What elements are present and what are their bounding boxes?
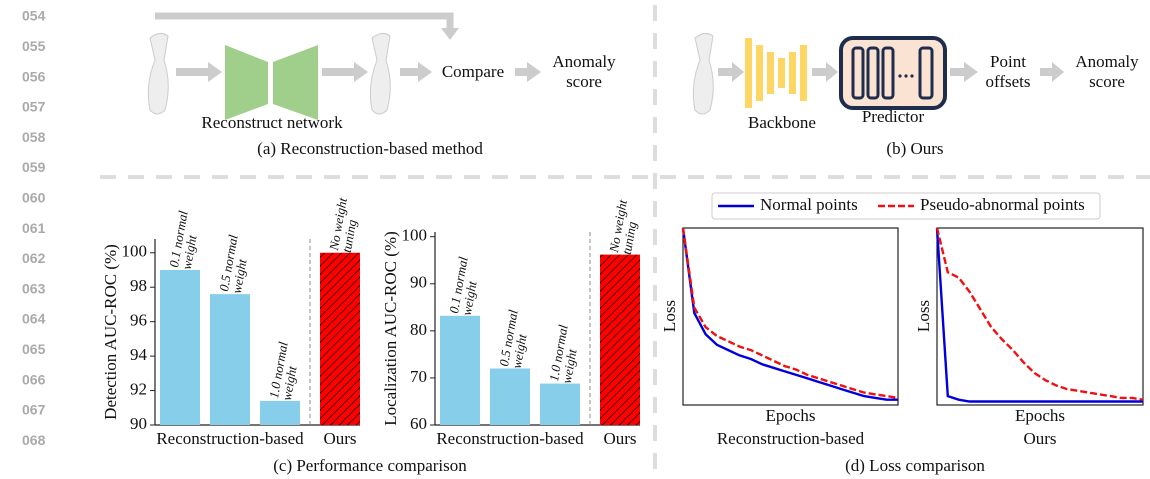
caption: (d) Loss comparison xyxy=(845,456,985,475)
line-number: 068 xyxy=(22,432,46,448)
line-number: 059 xyxy=(22,159,46,175)
legend-label: Pseudo-abnormal points xyxy=(920,195,1085,214)
label: Point offsets xyxy=(978,52,1038,92)
y-tick-label: 98 xyxy=(130,276,147,295)
x-axis-label: Epochs xyxy=(1015,406,1065,425)
y-tick-label: 90 xyxy=(410,273,427,292)
label: Reconstruct network xyxy=(201,113,343,132)
label: Anomaly score xyxy=(548,52,620,92)
line-number: 054 xyxy=(22,8,46,24)
loss-curve xyxy=(683,228,898,400)
y-tick-label: 60 xyxy=(410,414,427,433)
bar xyxy=(160,270,200,425)
line-number: 065 xyxy=(22,341,46,357)
y-tick-label: 92 xyxy=(130,379,147,398)
y-tick-label: 94 xyxy=(130,345,148,364)
line-number: 062 xyxy=(22,250,46,266)
group-label: Reconstruction-based xyxy=(436,429,584,448)
group-label: Reconstruction-based xyxy=(156,429,304,448)
plot-frame xyxy=(937,228,1143,405)
y-tick-label: 100 xyxy=(402,226,428,245)
bar xyxy=(600,255,640,425)
caption: (c) Performance comparison xyxy=(273,456,467,475)
y-tick-label: 80 xyxy=(410,320,427,339)
line-number: 067 xyxy=(22,402,46,418)
bar xyxy=(490,369,530,425)
line-number: 064 xyxy=(22,311,46,327)
loss-curve xyxy=(937,228,1143,400)
figure: Reconstruct network Compare (a) Reconstr… xyxy=(0,0,1150,479)
y-tick-label: 90 xyxy=(130,414,147,433)
line-number: 056 xyxy=(22,68,46,84)
label: Predictor xyxy=(862,107,925,126)
caption: (a) Reconstruction-based method xyxy=(257,139,483,158)
bar xyxy=(210,294,250,425)
bar xyxy=(320,253,360,425)
line-number: 057 xyxy=(22,99,46,115)
y-axis-label: Detection AUC-ROC (%) xyxy=(101,244,120,420)
y-axis-label: Localization AUC-ROC (%) xyxy=(381,231,400,426)
bar xyxy=(540,384,580,425)
line-number: 060 xyxy=(22,190,46,206)
line-number: 055 xyxy=(22,38,46,54)
chart-title: Ours xyxy=(1023,429,1056,448)
bar xyxy=(260,401,300,425)
caption: (b) Ours xyxy=(886,139,943,158)
y-tick-label: 70 xyxy=(410,367,427,386)
line-number: 063 xyxy=(22,280,46,296)
y-tick-label: 100 xyxy=(122,242,148,261)
line-number: 066 xyxy=(22,371,46,387)
chart-title: Reconstruction-based xyxy=(717,429,865,448)
plot-frame xyxy=(683,228,898,405)
y-axis-label: Loss xyxy=(914,300,933,332)
group-label: Ours xyxy=(603,429,636,448)
line-number: 058 xyxy=(22,129,46,145)
x-axis-label: Epochs xyxy=(765,406,815,425)
label: Anomaly score xyxy=(1068,52,1146,92)
label: Backbone xyxy=(748,113,816,132)
label: Compare xyxy=(442,62,504,81)
line-number: 061 xyxy=(22,220,46,236)
legend-label: Normal points xyxy=(760,195,858,214)
y-tick-label: 96 xyxy=(130,311,147,330)
bar xyxy=(440,316,480,425)
group-label: Ours xyxy=(323,429,356,448)
y-axis-label: Loss xyxy=(660,300,679,332)
